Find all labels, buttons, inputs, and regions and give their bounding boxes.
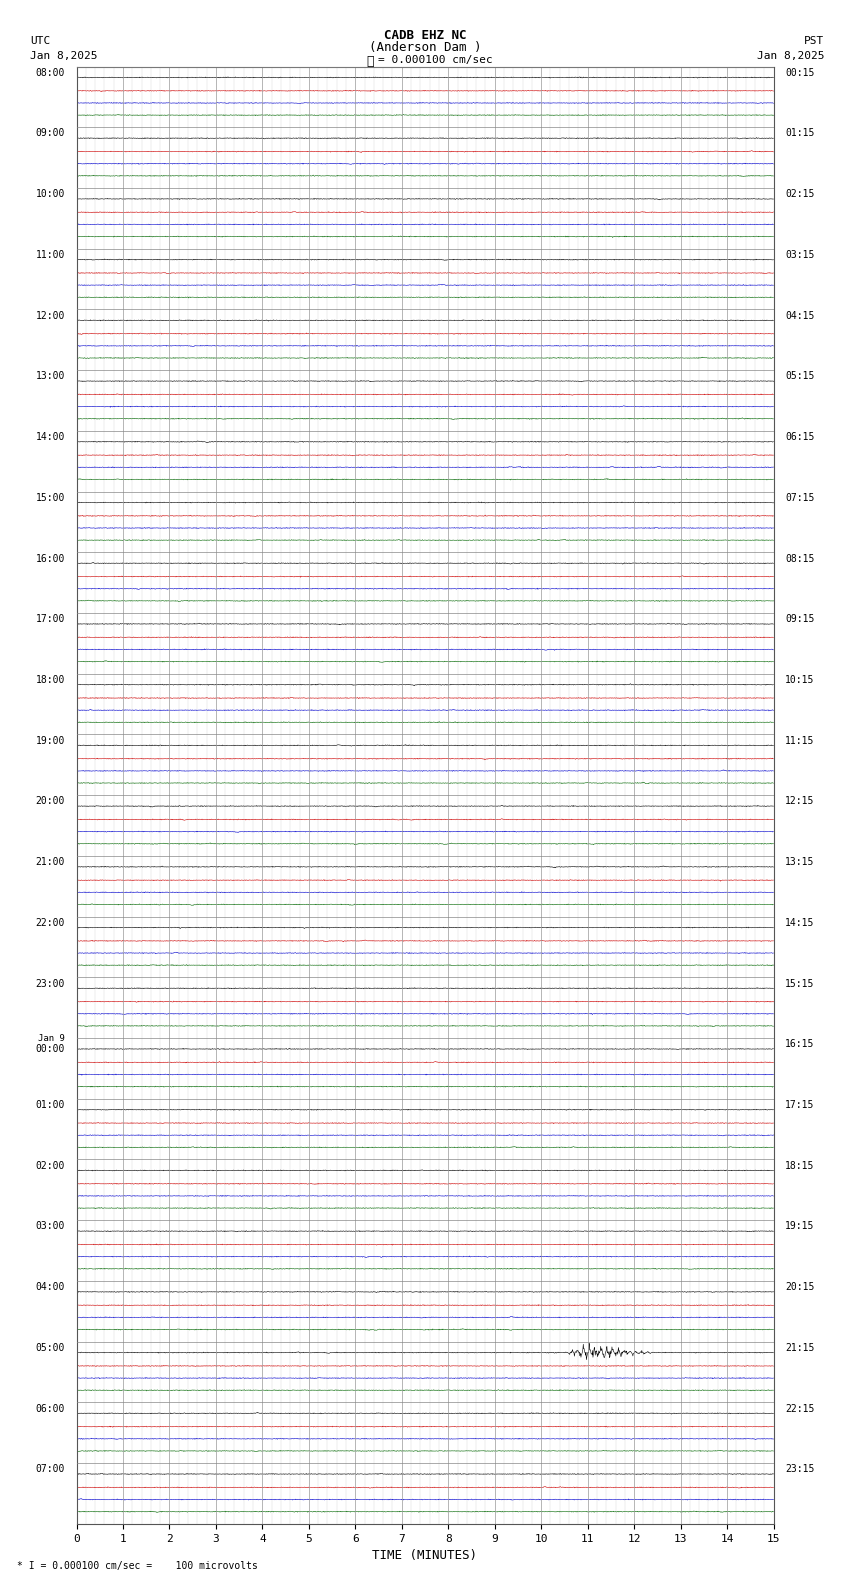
Text: 01:15: 01:15 [785, 128, 814, 138]
Text: 13:00: 13:00 [36, 371, 65, 382]
Text: 22:15: 22:15 [785, 1403, 814, 1413]
Text: ⎸: ⎸ [366, 55, 373, 68]
Text: 15:15: 15:15 [785, 979, 814, 988]
Text: 16:15: 16:15 [785, 1039, 814, 1049]
Text: 23:00: 23:00 [36, 979, 65, 988]
Text: 18:15: 18:15 [785, 1161, 814, 1171]
Text: 19:15: 19:15 [785, 1221, 814, 1231]
Text: 06:15: 06:15 [785, 432, 814, 442]
Text: 00:00: 00:00 [36, 1044, 65, 1053]
Text: = 0.000100 cm/sec: = 0.000100 cm/sec [378, 55, 493, 65]
Text: 21:00: 21:00 [36, 857, 65, 866]
Text: 11:15: 11:15 [785, 735, 814, 746]
Text: Jan 8,2025: Jan 8,2025 [30, 51, 97, 60]
Text: 10:00: 10:00 [36, 188, 65, 200]
Text: 20:15: 20:15 [785, 1281, 814, 1293]
Text: 04:15: 04:15 [785, 310, 814, 320]
Text: 15:00: 15:00 [36, 493, 65, 502]
Text: 20:00: 20:00 [36, 797, 65, 806]
Text: 16:00: 16:00 [36, 553, 65, 564]
Text: 03:00: 03:00 [36, 1221, 65, 1231]
Text: * I = 0.000100 cm/sec =    100 microvolts: * I = 0.000100 cm/sec = 100 microvolts [17, 1562, 258, 1571]
Text: 08:00: 08:00 [36, 68, 65, 78]
Text: 07:00: 07:00 [36, 1464, 65, 1475]
Text: 17:15: 17:15 [785, 1099, 814, 1110]
Text: 21:15: 21:15 [785, 1343, 814, 1353]
Text: 02:15: 02:15 [785, 188, 814, 200]
Text: PST: PST [804, 36, 824, 46]
Text: 13:15: 13:15 [785, 857, 814, 866]
Text: 07:15: 07:15 [785, 493, 814, 502]
Text: 09:00: 09:00 [36, 128, 65, 138]
Text: 02:00: 02:00 [36, 1161, 65, 1171]
Text: 23:15: 23:15 [785, 1464, 814, 1475]
Text: 03:15: 03:15 [785, 250, 814, 260]
Text: 12:00: 12:00 [36, 310, 65, 320]
Text: 01:00: 01:00 [36, 1099, 65, 1110]
Text: 09:15: 09:15 [785, 615, 814, 624]
Text: 14:00: 14:00 [36, 432, 65, 442]
Text: 10:15: 10:15 [785, 675, 814, 684]
Text: 22:00: 22:00 [36, 917, 65, 928]
Text: 08:15: 08:15 [785, 553, 814, 564]
X-axis label: TIME (MINUTES): TIME (MINUTES) [372, 1549, 478, 1562]
Text: 12:15: 12:15 [785, 797, 814, 806]
Text: CADB EHZ NC: CADB EHZ NC [383, 29, 467, 41]
Text: 17:00: 17:00 [36, 615, 65, 624]
Text: 19:00: 19:00 [36, 735, 65, 746]
Text: 05:15: 05:15 [785, 371, 814, 382]
Text: 06:00: 06:00 [36, 1403, 65, 1413]
Text: (Anderson Dam ): (Anderson Dam ) [369, 41, 481, 54]
Text: 00:15: 00:15 [785, 68, 814, 78]
Text: 18:00: 18:00 [36, 675, 65, 684]
Text: 05:00: 05:00 [36, 1343, 65, 1353]
Text: Jan 9: Jan 9 [38, 1034, 65, 1044]
Text: 11:00: 11:00 [36, 250, 65, 260]
Text: UTC: UTC [30, 36, 50, 46]
Text: Jan 8,2025: Jan 8,2025 [757, 51, 824, 60]
Text: 04:00: 04:00 [36, 1281, 65, 1293]
Text: 14:15: 14:15 [785, 917, 814, 928]
